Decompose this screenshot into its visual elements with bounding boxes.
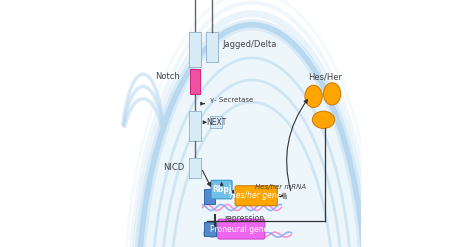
Text: Jagged/Delta: Jagged/Delta	[222, 40, 276, 49]
Bar	[204, 222, 216, 236]
Text: NICD: NICD	[163, 164, 184, 172]
FancyBboxPatch shape	[218, 219, 265, 239]
Text: γ- Secretase: γ- Secretase	[210, 97, 253, 103]
Ellipse shape	[323, 83, 341, 105]
Bar	[206, 32, 219, 62]
Bar	[189, 32, 201, 67]
Text: Notch: Notch	[155, 72, 180, 81]
Text: Hes/her gene: Hes/her gene	[230, 191, 282, 200]
Bar	[204, 189, 215, 204]
Ellipse shape	[305, 85, 322, 107]
FancyBboxPatch shape	[211, 180, 232, 199]
Bar	[189, 158, 201, 178]
Text: repression: repression	[225, 214, 265, 223]
Text: Hes/her mRNA: Hes/her mRNA	[255, 184, 306, 190]
FancyBboxPatch shape	[235, 186, 277, 206]
Text: Proneural genes: Proneural genes	[210, 225, 273, 234]
Text: Rbpj: Rbpj	[212, 185, 231, 194]
Text: NEXT: NEXT	[206, 118, 226, 127]
Bar	[210, 116, 222, 128]
Polygon shape	[138, 25, 365, 247]
Ellipse shape	[312, 111, 335, 128]
Bar	[190, 69, 200, 94]
Bar	[189, 111, 201, 141]
Text: Hes/Her: Hes/Her	[308, 72, 342, 81]
